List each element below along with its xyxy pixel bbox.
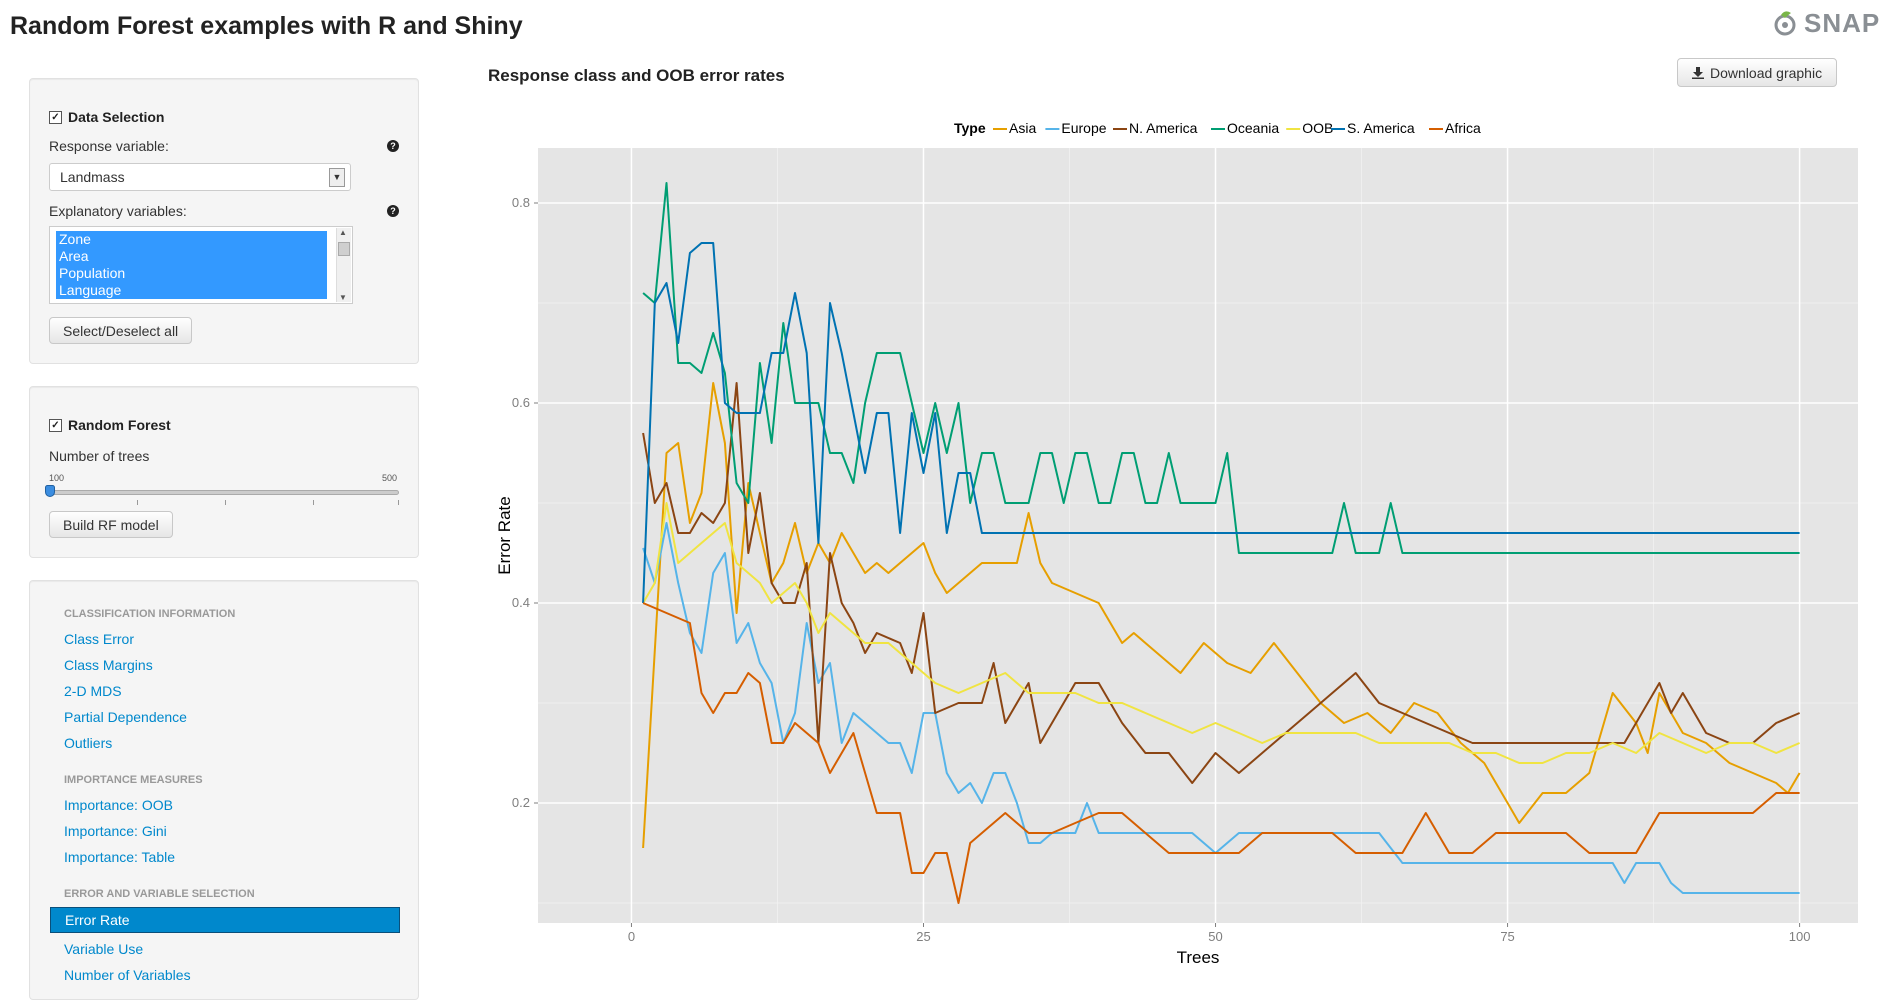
- x-tick-label: 75: [1500, 929, 1514, 944]
- legend-label: Africa: [1445, 120, 1481, 136]
- x-axis-title: Trees: [1177, 948, 1220, 967]
- nav-link-class-margins[interactable]: Class Margins: [64, 657, 153, 673]
- nav-link-variable-use[interactable]: Variable Use: [64, 941, 144, 957]
- plot-panel: [538, 148, 1858, 923]
- legend-label: N. America: [1129, 120, 1198, 136]
- series-line-asia: [642, 382, 1801, 849]
- nav-link-class-error[interactable]: Class Error: [64, 631, 135, 647]
- y-tick-label: 0.6: [512, 395, 530, 410]
- snap-logo-icon: [1774, 10, 1796, 35]
- x-tick-label: 50: [1208, 929, 1222, 944]
- explanatory-variables-listbox[interactable]: Zone Area Population Language ▲ ▼: [49, 226, 353, 304]
- dropdown-arrow-icon[interactable]: ▼: [329, 168, 345, 187]
- legend-label: Oceania: [1227, 120, 1279, 136]
- download-graphic-button[interactable]: Download graphic: [1677, 58, 1838, 87]
- scrollbar-thumb[interactable]: [338, 242, 350, 256]
- number-of-trees-label: Number of trees: [49, 448, 150, 464]
- data-selection-panel: ✓ Data Selection Response variable: ? La…: [29, 78, 419, 364]
- random-forest-panel: ✓ Random Forest Number of trees 100 500 …: [29, 386, 419, 558]
- trees-slider-handle[interactable]: [45, 485, 55, 497]
- series-line-africa: [642, 602, 1800, 904]
- series-line-s-america: [642, 242, 1800, 604]
- slider-tick: [313, 500, 314, 505]
- legend-title: Type: [954, 120, 986, 136]
- random-forest-label: Random Forest: [68, 417, 171, 433]
- nav-link-partial-dependence[interactable]: Partial Dependence: [64, 709, 187, 725]
- nav-section-header: Importance Measures: [64, 774, 203, 786]
- random-forest-heading[interactable]: ✓ Random Forest: [49, 417, 171, 433]
- slider-tick: [398, 500, 399, 505]
- scroll-up-icon[interactable]: ▲: [339, 228, 347, 237]
- explanatory-option[interactable]: Area: [59, 248, 89, 264]
- response-variable-value: Landmass: [60, 169, 125, 185]
- plot-title: Response class and OOB error rates: [488, 66, 785, 85]
- slider-min-label: 100: [49, 473, 65, 483]
- y-tick-label: 0.8: [512, 195, 530, 210]
- nav-section-header: Classification Information: [64, 608, 236, 620]
- legend-label: OOB: [1302, 120, 1333, 136]
- listbox-scrollbar[interactable]: ▲ ▼: [336, 228, 351, 302]
- data-selection-label: Data Selection: [68, 109, 165, 125]
- download-icon: [1692, 66, 1704, 79]
- snap-logo: SNAP: [1772, 8, 1880, 39]
- y-tick-label: 0.2: [512, 795, 530, 810]
- explanatory-option[interactable]: Zone: [59, 231, 91, 247]
- slider-tick: [137, 500, 138, 505]
- slider-tick: [225, 500, 226, 505]
- nav-link-2d-mds[interactable]: 2-D MDS: [64, 683, 122, 699]
- nav-link-number-of-variables[interactable]: Number of Variables: [64, 967, 191, 983]
- x-tick-label: 100: [1789, 929, 1811, 944]
- y-axis-title: Error Rate: [495, 496, 514, 574]
- explanatory-variables-label: Explanatory variables:: [49, 203, 187, 219]
- explanatory-help-icon[interactable]: ?: [387, 205, 399, 217]
- response-help-icon[interactable]: ?: [387, 140, 399, 152]
- explanatory-option[interactable]: Population: [59, 265, 126, 281]
- response-variable-select[interactable]: Landmass ▼: [49, 163, 351, 191]
- app-title: Random Forest examples with R and Shiny: [10, 12, 523, 40]
- nav-section-header: Error and Variable Selection: [64, 888, 255, 900]
- nav-link-error-rate[interactable]: Error Rate: [50, 907, 400, 933]
- x-tick-label: 25: [916, 929, 930, 944]
- data-selection-heading[interactable]: ✓ Data Selection: [49, 109, 164, 125]
- navigation-panel: Classification Information Class Error C…: [29, 580, 419, 1000]
- legend-label: S. America: [1347, 120, 1415, 136]
- data-selection-checkbox[interactable]: ✓: [49, 110, 62, 124]
- build-rf-model-button[interactable]: Build RF model: [49, 511, 173, 538]
- slider-max-label: 500: [382, 473, 398, 483]
- nav-link-importance-gini[interactable]: Importance: Gini: [64, 823, 167, 839]
- scroll-down-icon[interactable]: ▼: [339, 293, 347, 302]
- response-variable-label: Response variable:: [49, 138, 169, 154]
- nav-link-outliers[interactable]: Outliers: [64, 735, 113, 751]
- select-deselect-all-button[interactable]: Select/Deselect all: [49, 317, 193, 344]
- legend-label: Europe: [1061, 120, 1106, 136]
- series-line-europe: [642, 522, 1800, 894]
- snap-logo-text: SNAP: [1804, 8, 1881, 38]
- nav-link-importance-table[interactable]: Importance: Table: [64, 849, 176, 865]
- series-line-oceania: [642, 182, 1800, 554]
- x-tick-label: 0: [628, 929, 635, 944]
- nav-link-importance-oob[interactable]: Importance: OOB: [64, 797, 173, 813]
- legend-label: Asia: [1009, 120, 1036, 136]
- series-line-n-america: [642, 382, 1800, 784]
- explanatory-option[interactable]: Language: [59, 282, 122, 298]
- series-line-oob: [642, 502, 1800, 764]
- y-tick-label: 0.4: [512, 595, 530, 610]
- random-forest-checkbox[interactable]: ✓: [49, 418, 62, 432]
- download-graphic-label: Download graphic: [1710, 64, 1823, 81]
